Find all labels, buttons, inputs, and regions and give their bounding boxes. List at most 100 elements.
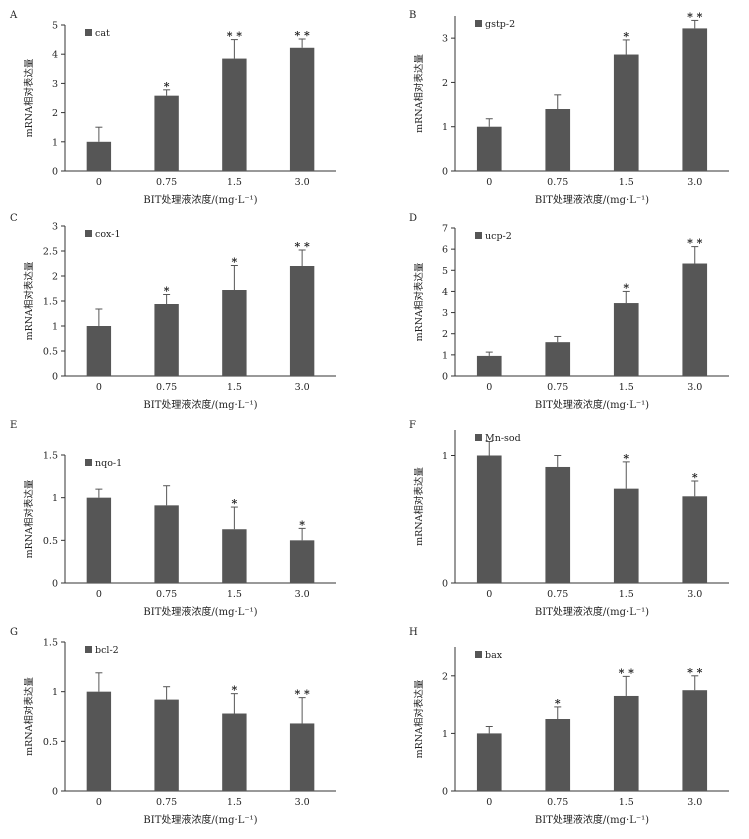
bar (86, 691, 112, 791)
x-tick-label: 0 (96, 177, 102, 188)
bar (289, 540, 315, 583)
significance-marker: * (164, 80, 170, 93)
panel-label: F (409, 420, 416, 431)
significance-marker: * (299, 518, 305, 531)
panel-label: C (10, 213, 18, 224)
y-tick-label: 0 (52, 787, 58, 798)
y-axis-title: mRNA相对表达量 (413, 54, 425, 133)
legend-swatch (475, 651, 482, 658)
x-tick-label: 1.5 (619, 177, 634, 188)
y-axis-title: mRNA相对表达量 (23, 261, 35, 340)
y-tick-label: 3 (52, 79, 58, 90)
bar (545, 342, 571, 376)
bar (154, 304, 179, 376)
x-axis-title: BIT处理液浓度/(mg·L⁻¹) (143, 193, 257, 206)
y-tick-label: 1 (442, 451, 448, 462)
panel-label: G (10, 627, 18, 638)
legend-label: gstp-2 (485, 19, 515, 30)
y-tick-label: 1.5 (43, 638, 58, 649)
significance-marker: * * (294, 240, 310, 253)
legend-label: Mn-sod (485, 433, 521, 444)
y-tick-label: 2 (442, 78, 448, 89)
y-tick-label: 0 (442, 167, 448, 178)
y-tick-label: 2 (52, 272, 58, 283)
bar (476, 733, 502, 791)
bar (289, 47, 315, 171)
legend-swatch (475, 20, 482, 27)
bar (222, 713, 247, 791)
legend-label: nqo-1 (95, 458, 122, 469)
y-axis-title: mRNA相对表达量 (23, 58, 35, 137)
y-tick-label: 3 (52, 222, 58, 233)
significance-marker: * (623, 452, 629, 465)
significance-marker: * * (619, 666, 635, 679)
legend-label: cat (95, 28, 110, 39)
panel-h: H 0 1 2 0 * 0.75 * * 1.5 * * 3.0 bax BIT处理液浓度/(mg·L⁻… (409, 627, 729, 826)
x-tick-label: 3.0 (295, 177, 310, 188)
x-tick-label: 3.0 (687, 797, 702, 808)
legend-swatch (85, 230, 92, 237)
significance-marker: * * (687, 10, 703, 23)
x-tick-label: 0.75 (547, 589, 568, 600)
x-tick-label: 0.75 (547, 382, 568, 393)
x-axis-title: BIT处理液浓度/(mg·L⁻¹) (143, 605, 257, 618)
y-axis-title: mRNA相对表达量 (23, 677, 35, 756)
x-tick-label: 0 (486, 797, 492, 808)
y-tick-label: 4 (52, 50, 58, 61)
x-tick-label: 0 (486, 382, 492, 393)
x-axis-title: BIT处理液浓度/(mg·L⁻¹) (535, 605, 649, 618)
significance-marker: * * (227, 30, 243, 43)
y-tick-label: 0 (52, 579, 58, 590)
x-tick-label: 3.0 (687, 589, 702, 600)
x-tick-label: 0.75 (547, 797, 568, 808)
y-axis-title: mRNA相对表达量 (413, 262, 425, 341)
significance-marker: * (231, 497, 237, 510)
panel-a: A 0 1 2 3 4 5 0 * 0.75 * * 1.5 * * 3.0 cat BIT处理液浓度/(mg… (9, 10, 336, 206)
significance-marker: * (623, 30, 629, 43)
bar (545, 466, 571, 583)
x-axis-title: BIT处理液浓度/(mg·L⁻¹) (143, 398, 257, 411)
bar (476, 455, 502, 583)
y-tick-label: 2 (442, 671, 448, 682)
panel-g: G 0 0.5 1 1.5 0 0.75 * 1.5 * * 3.0 bcl-2 BIT处理液浓度/(m… (10, 627, 336, 826)
panel-label: D (409, 213, 417, 224)
bar (222, 58, 247, 171)
panel-f: F 0 1 0 0.75 * 1.5 * 3.0 Mn-sod BIT处理液浓度/(mg·L⁻¹) m… (409, 420, 729, 618)
bar (613, 54, 639, 171)
bar (476, 126, 502, 171)
y-axis-title: mRNA相对表达量 (413, 679, 425, 758)
x-tick-label: 3.0 (295, 382, 310, 393)
legend-label: ucp-2 (485, 231, 512, 242)
x-tick-label: 0.75 (156, 797, 177, 808)
panel-b: B 0 1 2 3 0 0.75 * 1.5 * * 3.0 gstp-2 BIT处理液浓度/(mg·L… (409, 10, 729, 206)
y-tick-label: 7 (442, 224, 448, 235)
significance-marker: * (164, 285, 170, 298)
y-tick-label: 5 (442, 266, 448, 277)
x-tick-label: 1.5 (227, 382, 242, 393)
significance-marker: * (692, 471, 698, 484)
bar (222, 290, 247, 376)
significance-marker: * * (687, 237, 703, 250)
bar (86, 141, 112, 171)
bar (613, 695, 639, 791)
y-tick-label: 3 (442, 308, 448, 319)
y-tick-label: 1 (52, 493, 58, 504)
y-tick-label: 0.5 (43, 737, 58, 748)
y-tick-label: 0.5 (43, 347, 58, 358)
x-tick-label: 1.5 (227, 589, 242, 600)
y-tick-label: 0 (52, 372, 58, 383)
x-tick-label: 3.0 (295, 589, 310, 600)
x-axis-title: BIT处理液浓度/(mg·L⁻¹) (535, 193, 649, 206)
y-tick-label: 0 (442, 787, 448, 798)
significance-marker: * (231, 684, 237, 697)
bar (613, 488, 639, 583)
bar (682, 496, 708, 583)
bar (86, 497, 112, 583)
panel-c: C 0 0.5 1 1.5 2 2.5 3 0 * 0.75 * 1.5 * * 3.0 cox-1 BIT处理… (10, 213, 336, 411)
y-tick-label: 4 (442, 287, 448, 298)
x-tick-label: 0.75 (156, 589, 177, 600)
legend-label: cox-1 (95, 229, 121, 240)
panel-label: B (409, 10, 416, 21)
